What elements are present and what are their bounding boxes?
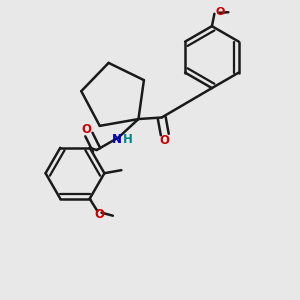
Text: O: O [94, 208, 104, 221]
Text: O: O [216, 7, 225, 17]
Text: O: O [160, 134, 170, 147]
Text: H: H [123, 133, 133, 146]
Text: N: N [112, 133, 122, 146]
Text: O: O [81, 123, 92, 136]
